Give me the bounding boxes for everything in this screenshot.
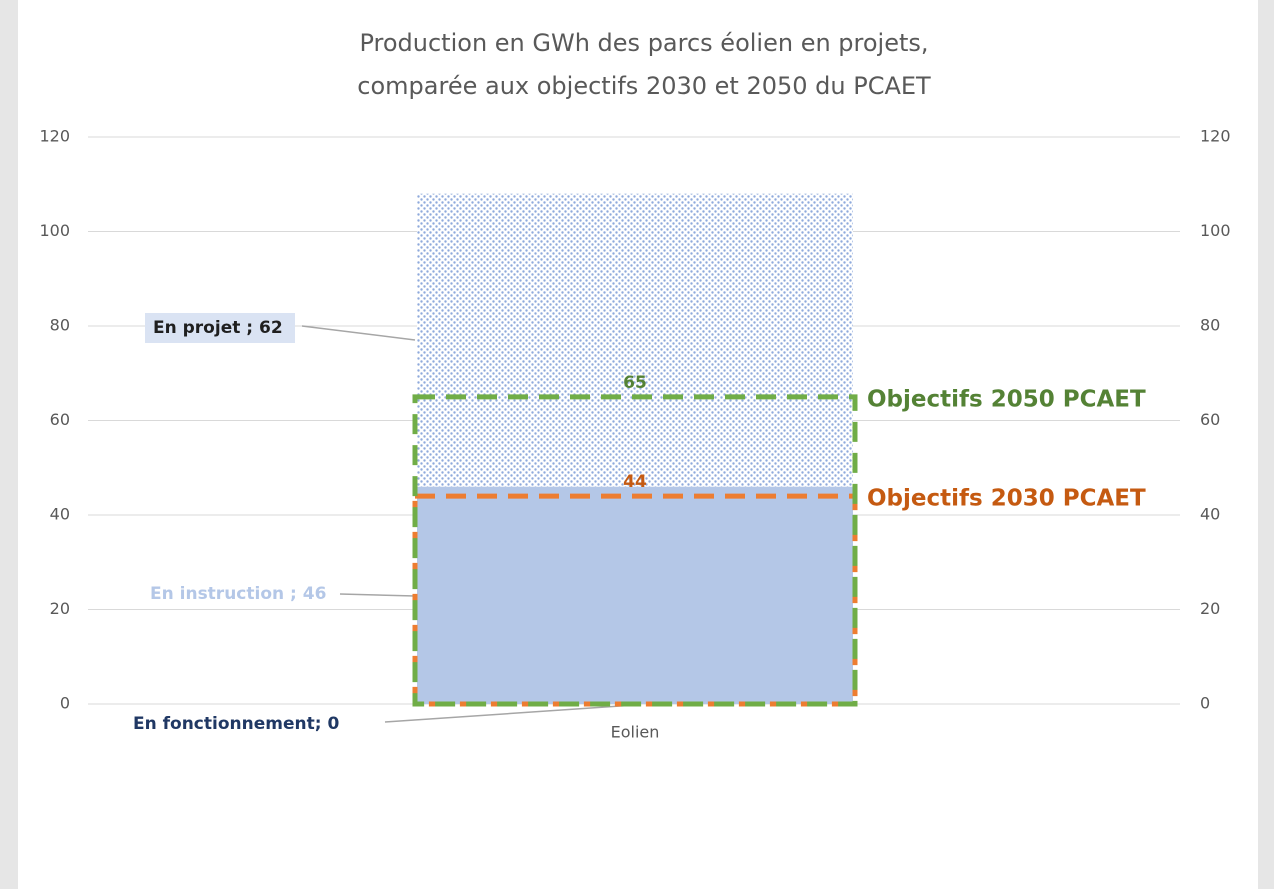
leader-line [339,593,416,597]
y-tick-label: 80 [50,316,70,335]
y-tick-label: 60 [50,410,70,429]
data-label: En instruction ; 46 [150,584,326,604]
series-name: Objectifs 2050 PCAET [867,386,1146,412]
x-tick-label: Eolien [611,723,660,742]
data-label: 44 [623,472,647,492]
series-name: Objectifs 2030 PCAET [867,486,1146,512]
y2-tick-label: 20 [1200,599,1220,618]
y2-tick-label: 0 [1200,694,1210,713]
data-label: En fonctionnement; 0 [133,714,339,734]
bar [417,486,853,704]
leader-line [384,704,636,723]
label-box [145,313,295,343]
chart-title: Production en GWh des parcs éolien en pr… [359,29,928,57]
y2-tick-label: 60 [1200,410,1220,429]
y-tick-label: 0 [60,694,70,713]
objective-box [412,394,858,707]
y2-tick-label: 80 [1200,316,1220,335]
leader-line [301,325,416,341]
chart-title: comparée aux objectifs 2030 et 2050 du P… [357,72,931,100]
y-tick-label: 20 [50,599,70,618]
y-tick-label: 40 [50,505,70,524]
y2-tick-label: 40 [1200,505,1220,524]
y2-tick-label: 100 [1200,221,1231,240]
data-label: 65 [623,373,647,393]
y-tick-label: 120 [39,127,70,146]
data-label: En projet ; 62 [153,318,283,338]
bar [417,193,853,487]
objective-box [412,493,858,707]
y-tick-label: 100 [39,221,70,240]
y2-tick-label: 120 [1200,127,1231,146]
